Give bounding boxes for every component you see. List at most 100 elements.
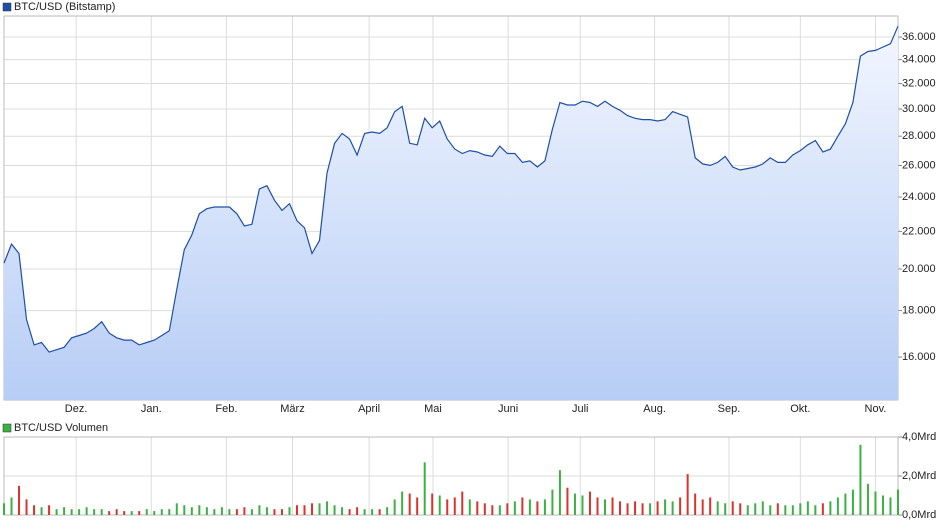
volume-bar	[558, 470, 561, 515]
volume-bar	[881, 495, 884, 515]
volume-bar	[63, 507, 66, 515]
volume-bar	[588, 491, 591, 515]
volume-bar	[386, 507, 389, 515]
volume-bar	[491, 505, 494, 515]
volume-bar	[874, 491, 877, 515]
volume-bar	[634, 501, 637, 515]
volume-bar	[123, 511, 126, 515]
volume-bar	[318, 503, 321, 515]
volume-bar	[671, 501, 674, 515]
volume-bar	[513, 501, 516, 515]
volume-bar	[228, 509, 231, 515]
volume-bar	[33, 505, 36, 515]
volume-bar	[461, 491, 464, 515]
volume-bar	[3, 503, 5, 515]
volume-bar	[889, 497, 892, 515]
volume-bar	[273, 509, 276, 515]
x-tick-label: April	[358, 403, 380, 415]
volume-bar	[363, 509, 366, 515]
volume-bar	[746, 505, 749, 515]
volume-bar	[596, 497, 599, 515]
volume-bar	[829, 501, 832, 515]
y-tick-label: 4,0Mrd	[902, 431, 936, 443]
x-tick-label: Dez.	[65, 403, 88, 415]
volume-bar	[371, 509, 374, 515]
volume-bar	[40, 507, 43, 515]
y-tick-label: 20.000	[902, 263, 936, 275]
volume-bar	[431, 493, 434, 515]
volume-bar	[70, 509, 73, 515]
x-tick-label: Sep.	[718, 403, 741, 415]
volume-bar	[551, 489, 554, 515]
volume-bar	[859, 444, 862, 515]
x-tick-label: Aug.	[643, 403, 666, 415]
volume-bar	[724, 503, 727, 515]
volume-bar	[348, 509, 351, 515]
volume-bar	[108, 511, 111, 515]
volume-bar	[378, 509, 381, 515]
volume-bar	[55, 509, 58, 515]
volume-bar	[303, 505, 306, 515]
volume-bar	[401, 491, 404, 515]
volume-bar	[543, 499, 546, 515]
volume-bar	[844, 493, 847, 515]
volume-bar	[280, 509, 283, 515]
volume-bar	[521, 497, 524, 515]
volume-bar	[731, 501, 734, 515]
volume-bar	[453, 497, 456, 515]
volume-bar	[265, 507, 268, 515]
y-tick-label: 16.000	[902, 351, 936, 363]
volume-bar	[198, 505, 201, 515]
volume-bar	[220, 507, 223, 515]
volume-bar	[153, 511, 156, 515]
volume-bar	[115, 509, 118, 515]
volume-bar	[656, 501, 659, 515]
volume-bar	[694, 493, 697, 515]
volume-bar	[866, 483, 869, 515]
volume-bar	[288, 507, 291, 515]
volume-bar	[784, 505, 787, 515]
x-tick-label: Jan.	[141, 403, 162, 415]
volume-bar	[48, 505, 51, 515]
volume-bar	[649, 503, 652, 515]
volume-bar	[528, 499, 531, 515]
volume-bar	[100, 509, 103, 515]
volume-bar	[250, 509, 253, 515]
volume-bar	[814, 505, 817, 515]
legend-swatch	[2, 423, 12, 433]
y-tick-label: 24.000	[902, 191, 936, 203]
volume-bar	[85, 507, 88, 515]
volume-bar	[205, 507, 208, 515]
volume-bar	[851, 489, 854, 515]
volume-bar	[626, 503, 629, 515]
y-tick-label: 22.000	[902, 225, 936, 237]
y-tick-label: 34.000	[902, 53, 936, 65]
area	[4, 26, 898, 400]
volume-bar	[235, 509, 238, 515]
x-tick-label: Nov.	[865, 403, 887, 415]
x-tick-label: Okt.	[790, 403, 810, 415]
volume-bar	[130, 511, 133, 515]
volume-bar	[821, 503, 824, 515]
volume-bar	[10, 497, 13, 515]
price-line	[3, 25, 899, 353]
volume-bar	[25, 499, 28, 515]
plot-frame	[3, 436, 899, 516]
volume-bar	[333, 505, 336, 515]
volume-bar	[145, 509, 148, 515]
volume-bar	[776, 503, 779, 515]
y-tick-label: 32.000	[902, 77, 936, 89]
volume-bar	[754, 503, 757, 515]
volume-bar	[258, 505, 261, 515]
volume-bar	[686, 474, 689, 515]
volume-bar	[701, 499, 704, 515]
volume-bar	[243, 507, 246, 515]
volume-bar	[483, 503, 486, 515]
legend-swatch	[2, 2, 12, 12]
volume-bar	[393, 499, 396, 515]
volume-bar	[213, 509, 216, 515]
x-tick-label: Juni	[498, 403, 518, 415]
legend-label: BTC/USD (Bitstamp)	[14, 1, 115, 13]
volume-bar	[138, 511, 141, 515]
